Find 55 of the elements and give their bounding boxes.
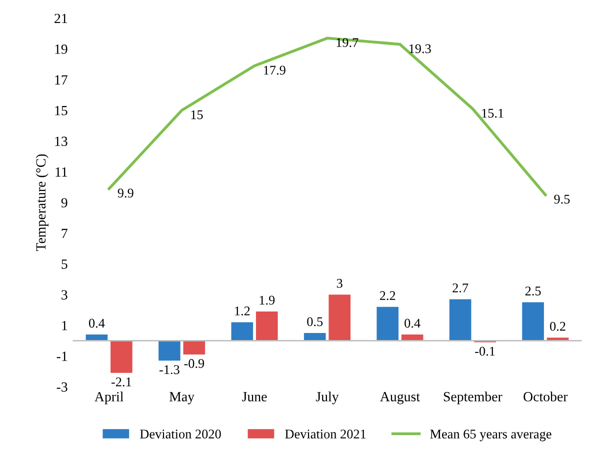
data-label: 9.5 [554,194,570,204]
data-label: 19.3 [409,44,431,54]
bar [304,333,326,341]
bar [110,340,132,373]
data-label: 3 [336,278,342,288]
x-tick-label: October [524,392,568,402]
bar [256,312,278,341]
data-label: 15.1 [482,108,504,118]
x-tick-label: September [444,392,502,404]
x-tick-label: June [242,392,267,402]
y-tick-label: 9 [61,198,68,208]
data-label: 0.4 [404,318,420,328]
bar [376,306,399,341]
data-label: -2.1 [111,378,132,386]
y-tick-label: 13 [55,136,68,146]
x-tick-label: July [316,392,339,404]
y-axis-title: Temperature (°C) [36,154,48,251]
data-label: 0.2 [550,322,566,331]
data-label: -0.9 [184,359,204,368]
y-tick-label: 15 [55,106,68,116]
y-tick-label: 3 [62,290,68,300]
legend-label: Deviation 2021 [285,430,366,438]
data-label: 2.2 [380,291,396,300]
x-tick-label: May [169,392,194,404]
data-label: 1.9 [260,296,275,305]
y-tick-label: 1 [62,320,68,330]
bar [183,340,206,354]
data-label: 9.9 [118,188,134,198]
data-label: 2.5 [525,286,541,296]
data-label: 15 [191,110,203,120]
y-tick-label: -3 [56,382,68,392]
bar [449,299,472,341]
legend-label: Mean 65 years average [430,430,552,442]
y-tick-label: 19 [55,44,68,54]
y-tick-label: 21 [54,14,68,24]
bar [158,340,180,361]
bar [328,294,351,341]
x-tick-label: April [94,392,124,404]
y-tick-label: 5 [62,260,68,269]
data-label: 1.2 [235,306,250,316]
y-tick-label: 17 [55,75,68,84]
data-label: 0.4 [88,318,105,328]
legend-label: Deviation 2020 [140,430,221,438]
x-tick-label: August [380,392,420,404]
bar [522,302,544,341]
bar [231,322,254,341]
data-label: 2.7 [452,284,468,292]
y-tick-label: -1 [56,352,68,361]
data-label: 0.5 [307,317,323,326]
line-series [108,36,547,196]
data-label: 17.9 [264,66,286,75]
data-label: -0.1 [475,346,495,356]
data-label: -1.3 [159,365,180,374]
y-tick-label: 7 [62,228,68,238]
y-tick-label: 11 [56,167,68,177]
